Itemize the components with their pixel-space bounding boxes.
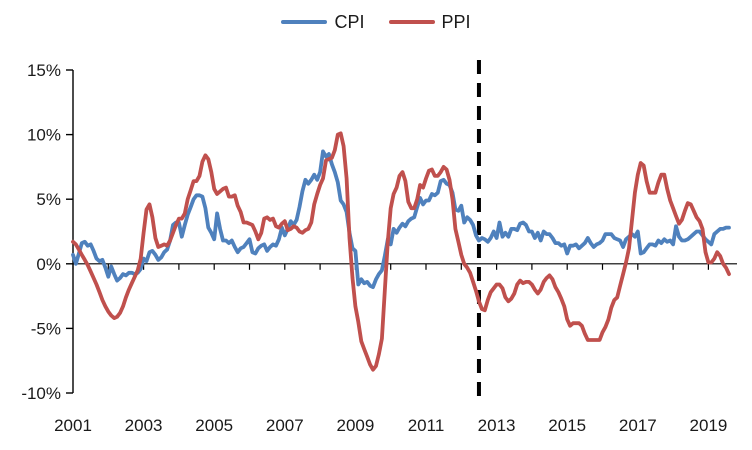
y-tick-label: -10%: [21, 384, 61, 403]
x-tick-label: 2017: [619, 416, 657, 435]
ppi-legend-line-swatch: [388, 20, 435, 24]
y-tick-label: 15%: [27, 61, 61, 80]
y-tick-label: -5%: [31, 319, 61, 338]
legend-item-cpi: CPI: [281, 12, 365, 32]
cpi-legend-line-swatch: [281, 20, 328, 24]
x-tick-label: 2003: [125, 416, 163, 435]
x-tick-label: 2015: [548, 416, 586, 435]
y-tick-label: 5%: [36, 190, 61, 209]
x-tick-label: 2005: [195, 416, 233, 435]
chart-legend: CPI PPI: [0, 13, 752, 31]
x-tick-label: 2011: [408, 416, 445, 435]
legend-item-ppi: PPI: [388, 12, 471, 32]
ppi-legend-label: PPI: [441, 12, 471, 32]
x-tick-label: 2007: [266, 416, 304, 435]
ppi-series-line: [71, 131, 731, 372]
x-tick-label: 2019: [689, 416, 727, 435]
cpi-legend-label: CPI: [334, 12, 365, 32]
x-tick-label: 2001: [54, 416, 92, 435]
x-tick-label: 2009: [336, 416, 374, 435]
x-tick-label: 2013: [478, 416, 516, 435]
y-tick-label: 0%: [36, 255, 61, 274]
y-tick-label: 10%: [27, 126, 61, 145]
cpi-series-line: [71, 149, 731, 290]
